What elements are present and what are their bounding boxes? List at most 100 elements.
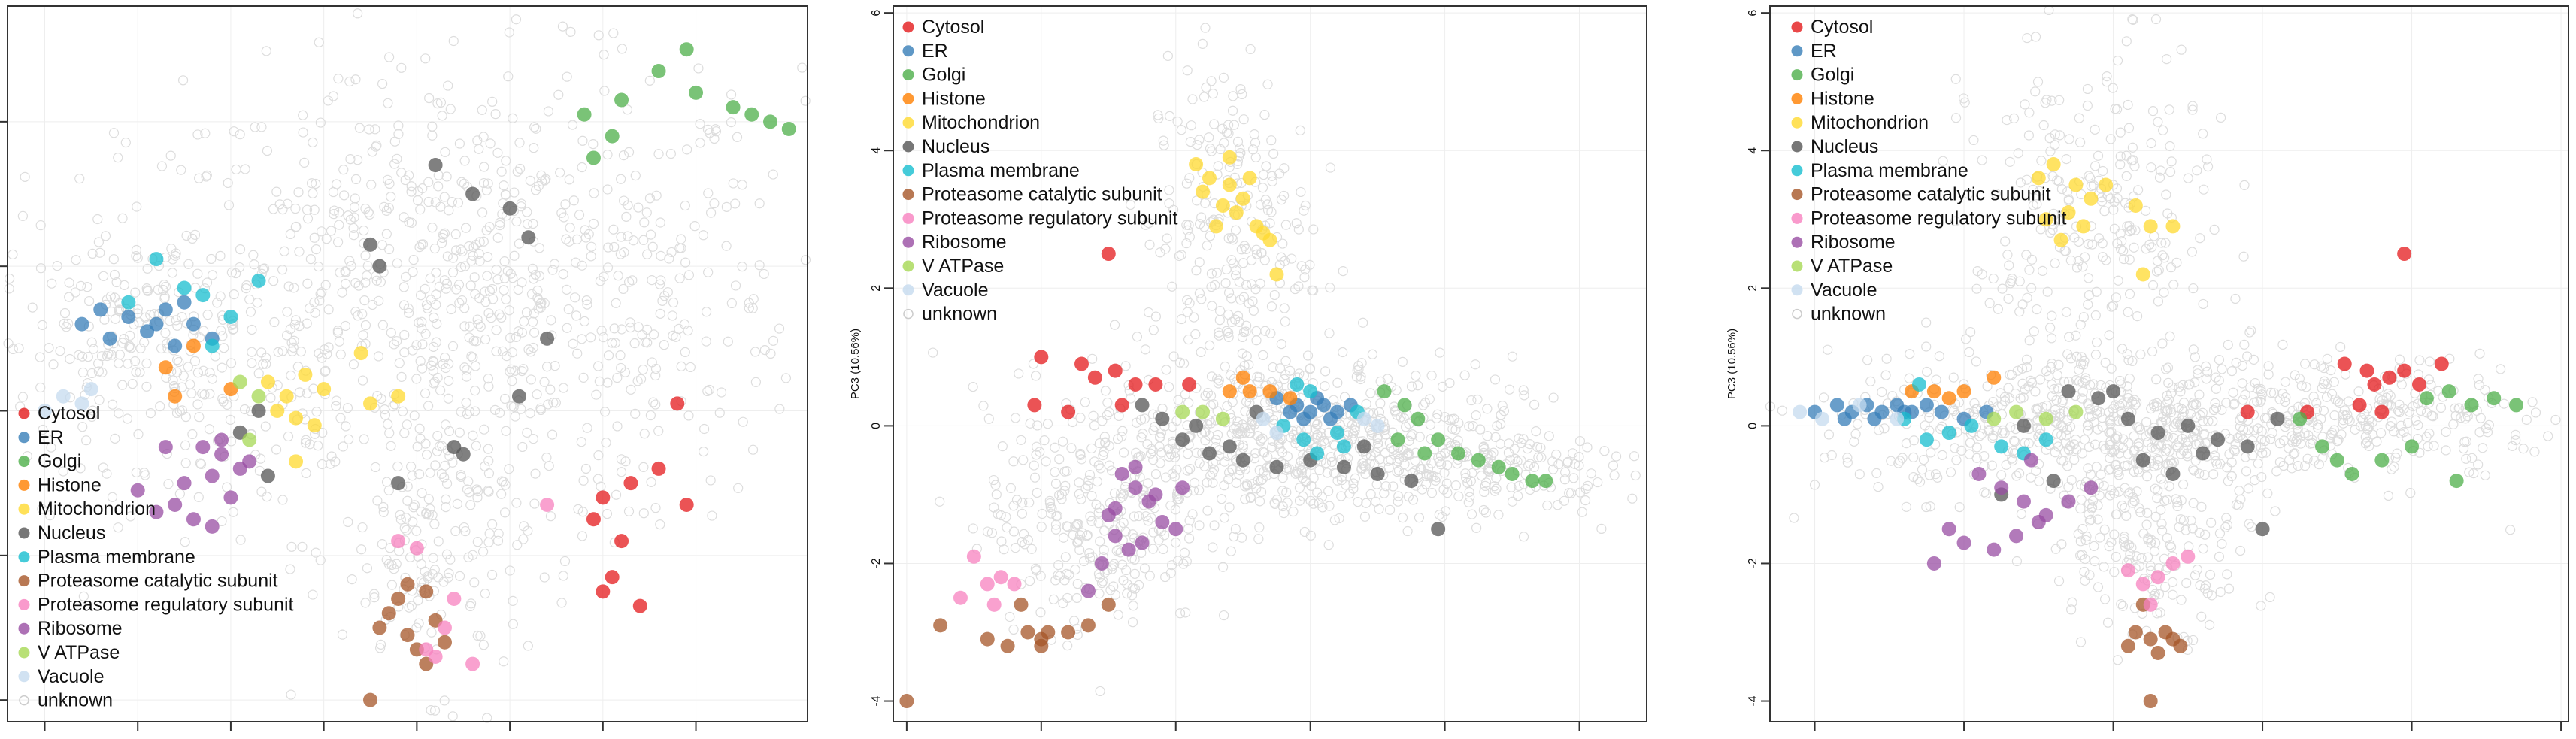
unknown-point <box>2090 124 2100 135</box>
unknown-point <box>2026 375 2036 386</box>
unknown-point <box>399 282 409 292</box>
unknown-point <box>469 577 480 588</box>
unknown-point <box>1158 135 1168 146</box>
unknown-point <box>172 320 183 331</box>
unknown-point <box>559 556 571 567</box>
unknown-point <box>1140 344 1151 355</box>
unknown-point <box>1438 484 1449 495</box>
unknown-point <box>737 262 747 272</box>
unknown-point <box>1893 458 1904 468</box>
unknown-point <box>2131 397 2142 408</box>
unknown-point <box>676 361 686 371</box>
unknown-point <box>2256 471 2267 483</box>
unknown-point <box>1279 303 1290 313</box>
unknown-point <box>206 253 217 265</box>
series-proteasome-catalytic-subunit <box>2120 597 2188 709</box>
unknown-point <box>518 364 529 374</box>
unknown-point <box>2229 399 2239 410</box>
unknown-point <box>1194 135 1205 145</box>
unknown-point <box>331 395 341 406</box>
unknown-point <box>438 359 448 370</box>
y-tick-label: 4 <box>1747 147 1759 154</box>
unknown-point <box>797 62 808 73</box>
unknown-point <box>483 486 493 496</box>
legend-label: Vacuole <box>1811 280 1877 301</box>
unknown-point <box>2101 255 2111 265</box>
unknown-point <box>2274 438 2285 449</box>
unknown-point <box>262 145 273 156</box>
unknown-point <box>2102 77 2112 87</box>
unknown-point <box>768 169 778 180</box>
scatter-point <box>2031 515 2046 530</box>
unknown-point <box>1338 266 1348 277</box>
unknown-point <box>108 254 119 265</box>
unknown-point <box>2293 426 2303 438</box>
unknown-point <box>2199 184 2209 195</box>
unknown-point <box>2165 331 2175 341</box>
unknown-point <box>446 304 456 315</box>
unknown-point <box>2045 227 2056 238</box>
unknown-point <box>2077 377 2088 388</box>
unknown-point <box>2226 471 2237 481</box>
unknown-point <box>676 234 686 244</box>
unknown-point <box>596 481 606 492</box>
unknown-point <box>2505 525 2516 535</box>
unknown-point <box>544 460 554 471</box>
scatter-point <box>1269 426 1284 441</box>
unknown-point <box>602 184 613 195</box>
unknown-point <box>2099 562 2109 572</box>
scatter-point <box>1417 446 1432 461</box>
unknown-point <box>429 705 441 716</box>
unknown-point <box>1522 444 1533 454</box>
unknown-point <box>2172 501 2183 512</box>
unknown-point <box>2080 535 2091 546</box>
unknown-point <box>501 294 511 304</box>
unknown-point <box>135 343 146 353</box>
unknown-point <box>2308 392 2319 402</box>
unknown-point <box>1258 350 1268 361</box>
unknown-point <box>2165 167 2176 177</box>
unknown-point <box>2016 509 2027 519</box>
unknown-point <box>1062 568 1072 579</box>
unknown-point <box>1917 465 1928 475</box>
unknown-point <box>519 316 529 327</box>
unknown-point <box>650 370 661 381</box>
scatter-point <box>2143 631 2158 647</box>
scatter-point <box>2150 570 2165 585</box>
unknown-point <box>562 71 572 82</box>
unknown-point <box>2127 498 2138 508</box>
unknown-point <box>2130 225 2141 235</box>
unknown-point <box>613 271 623 281</box>
unknown-point <box>319 344 330 355</box>
unknown-point <box>1352 365 1362 376</box>
unknown-point <box>1580 495 1591 506</box>
unknown-point <box>1386 443 1397 453</box>
unknown-point <box>1223 120 1234 130</box>
unknown-point <box>589 188 599 198</box>
unknown-point <box>2119 532 2130 542</box>
unknown-point <box>439 695 450 706</box>
unknown-point <box>247 324 257 335</box>
unknown-point <box>2217 404 2227 416</box>
unknown-point <box>2214 354 2225 365</box>
unknown-point <box>2096 196 2108 207</box>
plot-frame <box>893 5 1647 722</box>
unknown-point <box>406 186 417 197</box>
unknown-point <box>451 284 462 295</box>
unknown-point <box>306 178 317 189</box>
unknown-point <box>480 297 491 307</box>
unknown-point <box>343 210 353 221</box>
unknown-point <box>223 200 235 210</box>
unknown-point <box>1353 497 1363 507</box>
series-histone <box>158 338 238 404</box>
unknown-point <box>632 376 643 386</box>
unknown-point <box>273 347 283 357</box>
unknown-point <box>427 130 438 141</box>
unknown-point <box>2126 542 2137 553</box>
unknown-point <box>87 248 98 259</box>
unknown-point <box>1192 195 1202 206</box>
series-proteasome-catalytic-subunit <box>899 597 1116 709</box>
unknown-point <box>2192 564 2203 575</box>
unknown-point <box>403 307 414 318</box>
